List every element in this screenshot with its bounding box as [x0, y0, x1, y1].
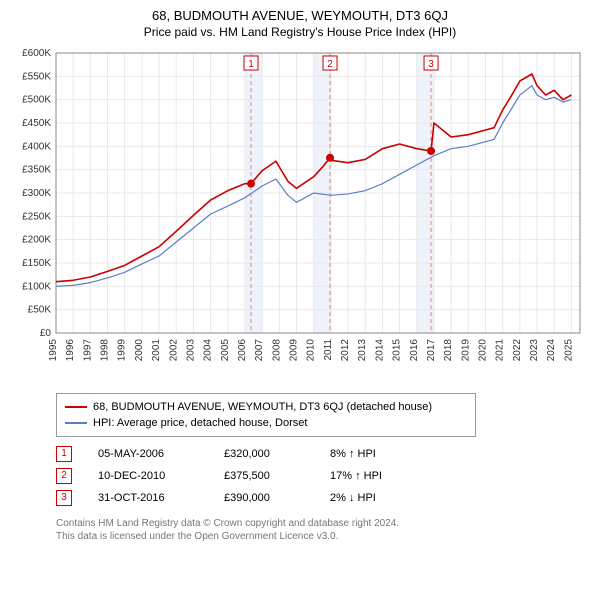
svg-text:2019: 2019: [460, 339, 471, 362]
svg-text:2022: 2022: [512, 339, 523, 362]
svg-text:2008: 2008: [271, 339, 282, 362]
svg-text:1: 1: [248, 59, 254, 70]
svg-text:2006: 2006: [237, 339, 248, 362]
svg-text:£250K: £250K: [22, 211, 51, 222]
legend-row-hpi: HPI: Average price, detached house, Dors…: [65, 415, 467, 431]
svg-text:£400K: £400K: [22, 141, 51, 152]
svg-text:2010: 2010: [306, 339, 317, 362]
svg-text:£200K: £200K: [22, 235, 51, 246]
sale-date: 10-DEC-2010: [98, 465, 198, 487]
svg-text:2024: 2024: [546, 339, 557, 362]
svg-text:2013: 2013: [357, 339, 368, 362]
legend-swatch-price-paid: [65, 406, 87, 408]
svg-text:2025: 2025: [563, 339, 574, 362]
svg-text:2009: 2009: [289, 339, 300, 362]
svg-text:2: 2: [327, 59, 333, 70]
svg-text:£450K: £450K: [22, 118, 51, 129]
chart-subtitle: Price paid vs. HM Land Registry's House …: [10, 25, 590, 39]
legend: 68, BUDMOUTH AVENUE, WEYMOUTH, DT3 6QJ (…: [56, 393, 476, 437]
sale-marker: 3: [56, 490, 72, 506]
svg-text:2002: 2002: [168, 339, 179, 362]
svg-text:1995: 1995: [48, 339, 59, 362]
legend-label-hpi: HPI: Average price, detached house, Dors…: [93, 415, 307, 431]
svg-text:1998: 1998: [100, 339, 111, 362]
svg-text:£50K: £50K: [28, 305, 52, 316]
svg-text:£100K: £100K: [22, 281, 51, 292]
svg-text:2017: 2017: [426, 339, 437, 362]
svg-text:£150K: £150K: [22, 258, 51, 269]
footer: Contains HM Land Registry data © Crown c…: [56, 517, 590, 543]
sale-price: £390,000: [224, 487, 304, 509]
sale-diff: 17% ↑ HPI: [330, 465, 420, 487]
svg-text:2003: 2003: [185, 339, 196, 362]
svg-text:2015: 2015: [392, 339, 403, 362]
legend-label-price-paid: 68, BUDMOUTH AVENUE, WEYMOUTH, DT3 6QJ (…: [93, 399, 432, 415]
legend-swatch-hpi: [65, 422, 87, 424]
sale-price: £375,500: [224, 465, 304, 487]
footer-line-1: Contains HM Land Registry data © Crown c…: [56, 517, 590, 530]
svg-text:2005: 2005: [220, 339, 231, 362]
svg-text:1999: 1999: [117, 339, 128, 362]
sale-date: 31-OCT-2016: [98, 487, 198, 509]
sale-diff: 8% ↑ HPI: [330, 443, 420, 465]
sale-marker: 2: [56, 468, 72, 484]
svg-text:£550K: £550K: [22, 71, 51, 82]
sale-diff: 2% ↓ HPI: [330, 487, 420, 509]
svg-text:£350K: £350K: [22, 165, 51, 176]
svg-text:3: 3: [428, 59, 434, 70]
sales-table: 1 05-MAY-2006 £320,000 8% ↑ HPI 2 10-DEC-2010…: [56, 443, 590, 509]
sale-row: 2 10-DEC-2010 £375,500 17% ↑ HPI: [56, 465, 590, 487]
svg-text:£600K: £600K: [22, 48, 51, 59]
svg-text:2011: 2011: [323, 339, 334, 361]
svg-text:2020: 2020: [478, 339, 489, 362]
footer-line-2: This data is licensed under the Open Gov…: [56, 530, 590, 543]
sale-price: £320,000: [224, 443, 304, 465]
svg-text:2018: 2018: [443, 339, 454, 362]
svg-text:2016: 2016: [409, 339, 420, 362]
svg-text:2023: 2023: [529, 339, 540, 362]
svg-text:2012: 2012: [340, 339, 351, 362]
sale-row: 1 05-MAY-2006 £320,000 8% ↑ HPI: [56, 443, 590, 465]
svg-text:2021: 2021: [495, 339, 506, 362]
legend-row-price-paid: 68, BUDMOUTH AVENUE, WEYMOUTH, DT3 6QJ (…: [65, 399, 467, 415]
sale-date: 05-MAY-2006: [98, 443, 198, 465]
chart-title: 68, BUDMOUTH AVENUE, WEYMOUTH, DT3 6QJ: [10, 8, 590, 23]
svg-text:2007: 2007: [254, 339, 265, 362]
svg-text:2000: 2000: [134, 339, 145, 362]
chart-area: £0 £50K £100K £150K £200K £250K £300K £350K £400…: [10, 45, 590, 385]
svg-text:2004: 2004: [203, 339, 214, 362]
svg-text:£300K: £300K: [22, 188, 51, 199]
sale-marker: 1: [56, 446, 72, 462]
chart-svg: £0 £50K £100K £150K £200K £250K £300K £350K £400…: [10, 45, 590, 385]
svg-text:£0: £0: [40, 328, 52, 339]
svg-text:2014: 2014: [374, 339, 385, 362]
svg-text:£500K: £500K: [22, 95, 51, 106]
svg-text:1997: 1997: [82, 339, 93, 362]
svg-text:1996: 1996: [65, 339, 76, 362]
svg-text:2001: 2001: [151, 339, 162, 362]
sale-row: 3 31-OCT-2016 £390,000 2% ↓ HPI: [56, 487, 590, 509]
